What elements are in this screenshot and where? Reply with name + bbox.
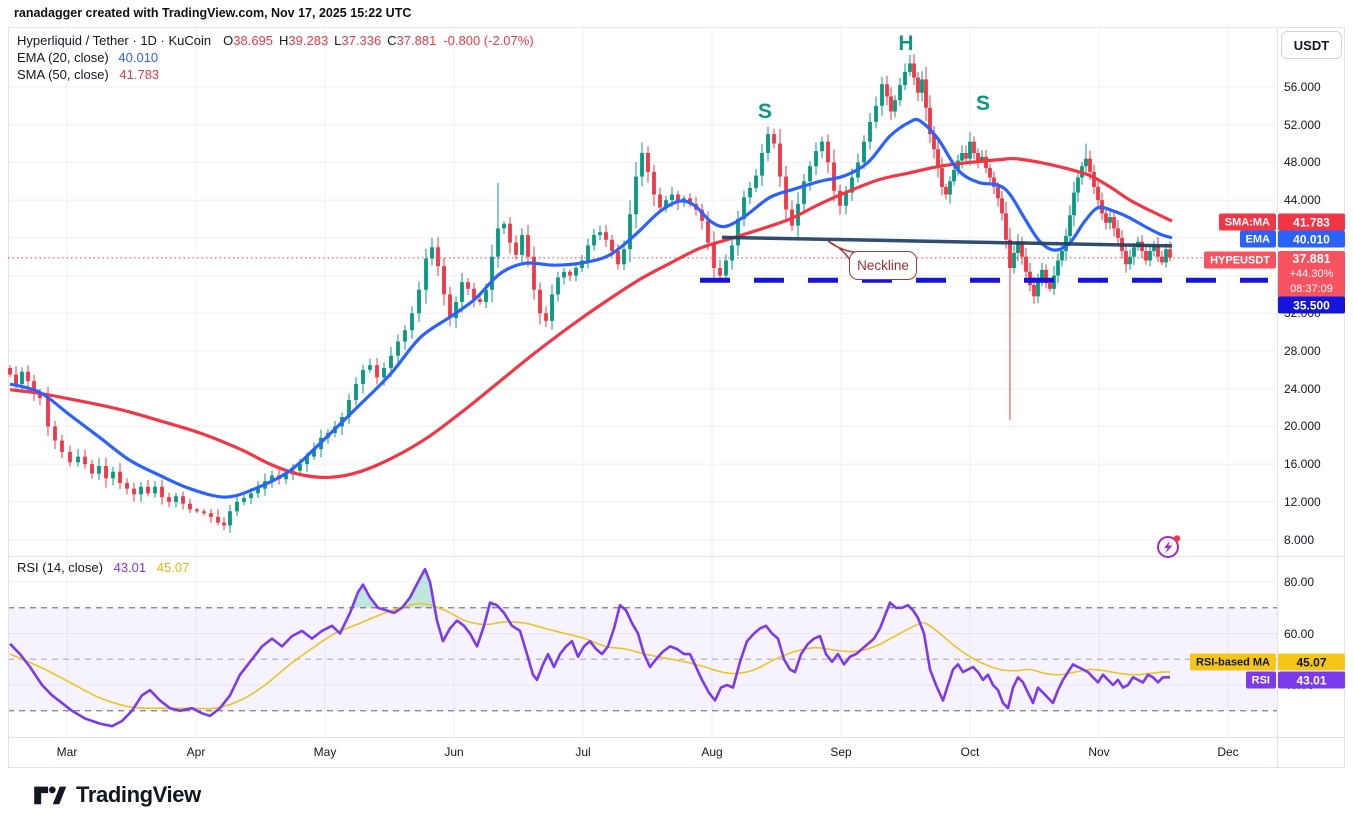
sma-price-label-pill: SMA:MA	[1218, 213, 1276, 231]
change-percent: +44.30%	[1289, 268, 1334, 280]
time-tick-jun: Jun	[444, 745, 464, 759]
ohlc-key-L: L	[334, 33, 342, 48]
tradingview-logo-icon	[34, 786, 67, 805]
sma-label: SMA (50, close)	[17, 67, 109, 82]
rsi-legend[interactable]: RSI (14, close) 43.01 45.07	[17, 560, 189, 576]
ohlc-key-H: H	[279, 33, 289, 48]
tradingview-logo-text: TradingView	[76, 782, 201, 807]
candlestick-series	[8, 54, 1172, 533]
sma-price-axis-badge: 41.783	[1278, 213, 1345, 231]
symbol-price-label-pill: HYPEUSDT	[1204, 251, 1276, 269]
ohlc-key-O: O	[223, 33, 234, 48]
bar-countdown: 08:37:09	[1290, 283, 1333, 295]
legend-symbol-row[interactable]: Hyperliquid / Tether · 1D · KuCoin O38.69…	[17, 33, 534, 49]
price-tick-8: 8.000	[1284, 532, 1315, 547]
quick-trade-lightning-button[interactable]	[1156, 534, 1182, 560]
rsi-line	[9, 567, 1170, 728]
time-tick-oct: Oct	[960, 745, 980, 759]
price-tick-44: 44.000	[1284, 193, 1321, 208]
time-tick-dec: Dec	[1217, 745, 1239, 759]
price-tick-52: 52.000	[1284, 117, 1321, 132]
ema20-line	[9, 117, 1173, 499]
widget-border	[8, 27, 1345, 768]
time-tick-mar: Mar	[56, 745, 78, 759]
ema-price-axis-badge: 40.010	[1278, 230, 1345, 248]
time-tick-may: May	[313, 745, 337, 759]
price-tick-16: 16.000	[1284, 457, 1321, 472]
chart-legend: Hyperliquid / Tether · 1D · KuCoin O38.69…	[17, 33, 534, 84]
ema-price-label-pill: EMA	[1239, 230, 1276, 248]
legend-ema-row[interactable]: EMA (20, close) 40.010	[17, 50, 534, 66]
sma50-line	[9, 156, 1173, 480]
price-tick-28: 28.000	[1284, 344, 1321, 358]
attribution-text: ranadagger created with TradingView.com,…	[14, 6, 412, 20]
symbol-price-axis-badge: 37.881 +44.30% 08:37:09	[1278, 251, 1345, 298]
price-tick-12: 12.000	[1284, 494, 1321, 509]
rsi-label-pill: RSI	[1245, 671, 1276, 689]
rsi-ma-axis-badge: 45.07	[1278, 653, 1345, 671]
rsi-ma-value: 45.07	[156, 560, 190, 575]
rsi-tick-80: 80.00	[1284, 575, 1315, 589]
pattern-label-head: H	[898, 32, 914, 55]
rsi-value: 43.01	[113, 560, 147, 575]
ema-label: EMA (20, close)	[17, 50, 109, 65]
lightning-circle	[1157, 536, 1179, 558]
legend-sma-row[interactable]: SMA (50, close) 41.783	[17, 67, 534, 83]
time-tick-aug: Aug	[701, 745, 723, 759]
pattern-label-shoulder-2: S	[975, 92, 991, 115]
time-tick-apr: Apr	[186, 745, 206, 759]
sma-value: 41.783	[119, 67, 160, 82]
rsi-tick-60: 60.00	[1284, 626, 1315, 641]
ohlc-value-C: 37.881	[396, 33, 437, 48]
ohlc-value-H: 39.283	[288, 33, 329, 48]
currency-toggle-button[interactable]: USDT	[1281, 31, 1342, 59]
symbol-title: Hyperliquid / Tether · 1D · KuCoin	[17, 33, 212, 48]
price-tick-24: 24.000	[1284, 381, 1321, 396]
neckline-trendline[interactable]	[721, 235, 1173, 248]
notification-dot	[1173, 535, 1181, 542]
ema-value: 40.010	[118, 50, 159, 65]
ohlc-value-L: 37.336	[341, 33, 382, 48]
ohlc-values: O38.695 H39.283 L37.336 C37.881	[217, 33, 436, 48]
time-tick-sep: Sep	[830, 745, 852, 759]
time-tick-jul: Jul	[575, 745, 591, 759]
lightning-bolt-icon	[1164, 540, 1173, 554]
price-tick-48: 48.000	[1284, 155, 1321, 170]
rsi-axis-badge: 43.01	[1278, 671, 1345, 689]
price-tick-20: 20.000	[1284, 419, 1321, 434]
rsi-label: RSI (14, close)	[17, 560, 103, 575]
rsi-ma-label-pill: RSI-based MA	[1190, 653, 1276, 671]
change-value: -0.800 (-2.07%)	[443, 33, 534, 48]
price-tick-56: 56.000	[1284, 80, 1321, 94]
support-level-axis-badge: 35.500	[1278, 296, 1345, 314]
ohlc-value-O: 38.695	[233, 33, 274, 48]
pattern-label-shoulder-0: S	[757, 100, 773, 123]
time-tick-nov: Nov	[1088, 745, 1110, 759]
last-price: 37.881	[1292, 252, 1331, 266]
gridlines	[8, 28, 1277, 738]
neckline-callout[interactable]: Neckline	[849, 251, 917, 280]
tradingview-footer-logo[interactable]: TradingView	[33, 782, 201, 808]
ohlc-key-C: C	[387, 33, 397, 48]
